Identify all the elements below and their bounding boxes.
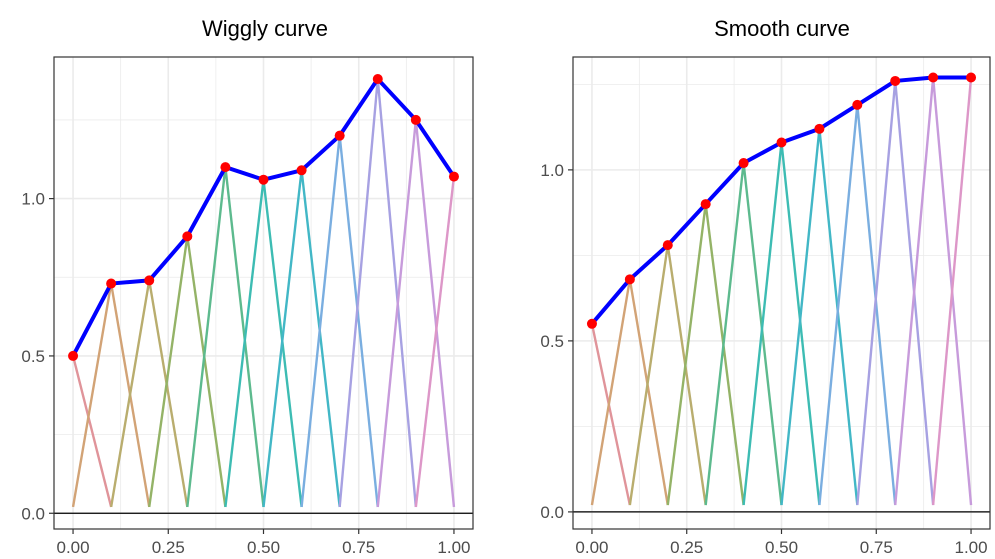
data-point (258, 174, 269, 185)
x-tick-label: 0.50 (765, 538, 798, 557)
x-tick-label: 0.25 (670, 538, 703, 557)
data-point (852, 99, 863, 110)
panel-wiggly-curve: 0.00 0.25 0.50 0.75 1.00 0.0 0.5 1.0 Wiggly curv… (21, 16, 474, 557)
basis-function-10 (931, 77, 973, 506)
data-point (144, 275, 155, 286)
x-tick-label: 0.25 (152, 538, 185, 557)
data-point (776, 137, 787, 148)
data-point (106, 278, 117, 289)
basis-function-10 (414, 176, 456, 508)
data-point (296, 165, 307, 176)
data-point (220, 162, 231, 173)
data-point (334, 130, 345, 141)
data-point (372, 74, 383, 85)
x-tick-label: 1.00 (954, 538, 987, 557)
y-tick-label: 0.0 (540, 503, 564, 522)
basis-function-0 (71, 355, 113, 508)
x-tick-label: 0.00 (575, 538, 608, 557)
x-tick-label: 0.75 (860, 538, 893, 557)
data-point (890, 75, 901, 86)
y-tick-label: 0.5 (21, 347, 45, 366)
x-tick-label: 1.00 (437, 538, 470, 557)
chart-title: Wiggly curve (202, 16, 328, 41)
data-point (448, 171, 459, 182)
data-point (182, 231, 193, 242)
y-tick-label: 1.0 (21, 190, 45, 209)
y-tick-label: 0.0 (21, 504, 45, 523)
data-point (700, 199, 711, 210)
data-point (928, 72, 939, 83)
basis-function-0 (590, 323, 632, 506)
x-tick-label: 0.50 (247, 538, 280, 557)
y-tick-label: 0.5 (540, 332, 564, 351)
data-point (662, 240, 673, 251)
data-point (966, 72, 977, 83)
data-point (410, 114, 421, 125)
data-point (68, 350, 79, 361)
x-tick-label: 0.75 (342, 538, 375, 557)
data-point (814, 123, 825, 134)
data-point (738, 158, 749, 169)
data-point (624, 274, 635, 285)
chart-title: Smooth curve (714, 16, 850, 41)
x-tick-label: 0.00 (56, 538, 89, 557)
y-tick-label: 1.0 (540, 161, 564, 180)
panel-smooth-curve: 0.00 0.25 0.50 0.75 1.00 0.0 0.5 1.0 Smooth curv… (540, 16, 991, 557)
data-point (586, 318, 597, 329)
